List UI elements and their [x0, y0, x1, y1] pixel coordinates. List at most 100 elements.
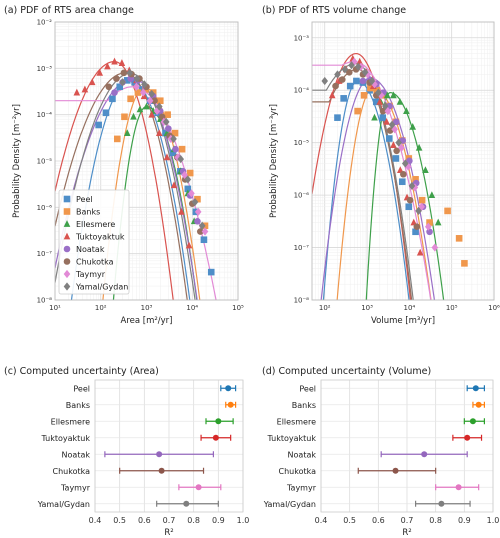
legend-box	[58, 189, 130, 295]
data-point	[382, 101, 389, 111]
data-point	[146, 96, 154, 105]
y-tick-label: 10⁻⁷	[294, 244, 310, 252]
data-point	[415, 143, 423, 151]
data-point	[111, 89, 118, 96]
data-point	[169, 149, 177, 157]
legend-label: Ellesmere	[76, 220, 115, 229]
data-point	[373, 86, 381, 94]
data-point	[434, 218, 442, 226]
plot-frame	[311, 21, 495, 301]
data-point	[372, 98, 380, 106]
y-axis-label: Probability Density [m⁻³yr]	[269, 104, 279, 218]
panel-c-area-uncertainty: (c) Computed uncertainty (Area) 0.4 0.5 0.6…	[4, 366, 249, 538]
x-tick-label: 0.5	[343, 516, 356, 525]
plot-frame	[320, 379, 494, 513]
data-point	[383, 91, 391, 99]
data-point	[96, 68, 104, 76]
data-point	[428, 191, 436, 199]
data-point	[390, 141, 397, 148]
y-tick-label: 10⁻⁷	[37, 250, 53, 258]
data-point	[186, 169, 194, 177]
data-point	[413, 223, 421, 230]
x-tick-label: 0.7	[401, 516, 414, 525]
y-axis-label: Probability Density [m⁻²yr]	[12, 104, 22, 218]
data-point	[398, 178, 406, 186]
category-label: Noatak	[62, 450, 91, 459]
fit-curve-peel	[322, 80, 410, 300]
data-point	[136, 105, 144, 113]
panel-title: (b) PDF of RTS volume change	[262, 5, 406, 16]
x-tick-label: 10⁶	[488, 304, 500, 312]
data-point	[388, 120, 396, 129]
fit-curve-banks	[336, 87, 432, 300]
data-point	[121, 113, 128, 121]
legend-label: Tuktoyaktuk	[75, 233, 125, 242]
legend-label: Taymyr	[75, 270, 106, 279]
data-point	[400, 170, 407, 178]
data-point	[184, 185, 192, 193]
panel-a-area-pdf: (a) PDF of RTS area change 10¹ 10² 10³ 10⁴ 10…	[4, 5, 244, 326]
r2-point	[158, 467, 165, 474]
plot-content	[55, 57, 217, 300]
category-label: Tuktoyaktuk	[40, 434, 90, 443]
data-point	[390, 91, 397, 99]
data-point	[184, 175, 192, 184]
data-point	[408, 181, 416, 190]
category-label: Tuktoyaktuk	[266, 434, 316, 443]
data-point	[332, 82, 339, 90]
data-point	[120, 69, 128, 77]
x-axis-label: R²	[402, 528, 411, 538]
data-point	[105, 83, 113, 91]
plot-frame	[54, 21, 239, 301]
x-tick-label: 0.5	[113, 516, 126, 525]
r2-point	[464, 434, 471, 441]
data-point	[95, 121, 102, 129]
x-tick-label: 0.8	[429, 516, 442, 525]
data-point	[123, 77, 131, 84]
data-point	[401, 159, 409, 168]
legend-marker	[63, 258, 71, 265]
series-yamal-gydan	[119, 68, 206, 230]
data-point	[384, 106, 392, 116]
legend-marker	[63, 208, 71, 215]
fit-curve-tuktoyaktuk	[55, 61, 174, 300]
x-axis-label: R²	[164, 528, 173, 538]
panel-title: (d) Computed uncertainty (Volume)	[262, 366, 431, 377]
data-point	[170, 134, 177, 143]
data-point	[334, 114, 341, 121]
x-tick-label: 10⁵	[446, 304, 458, 312]
data-point	[133, 74, 141, 83]
x-tick-label: 1.0	[237, 516, 250, 525]
y-tick-label: 10⁻³	[37, 65, 53, 73]
x-axis-label: Area [m²/yr]	[121, 316, 173, 326]
r2-point	[227, 401, 234, 408]
data-point	[165, 125, 172, 132]
data-point	[118, 59, 126, 66]
data-point	[412, 176, 419, 183]
data-point	[405, 203, 413, 211]
x-tick-label: 0.8	[187, 516, 200, 525]
category-label: Chukotka	[279, 467, 317, 476]
data-point	[328, 91, 336, 99]
x-tick-label: 0.4	[315, 516, 328, 525]
data-point	[194, 195, 201, 203]
data-point	[461, 260, 468, 267]
data-point	[178, 145, 186, 153]
r2-point	[392, 467, 399, 474]
y-tick-label: 10⁻⁶	[37, 204, 53, 212]
r2-point	[225, 385, 232, 392]
data-point	[361, 68, 369, 77]
data-point	[191, 197, 199, 207]
data-point	[148, 110, 156, 118]
data-point	[134, 89, 142, 96]
x-tick-label: 0.6	[138, 516, 151, 525]
data-point	[371, 113, 378, 121]
data-point	[392, 118, 400, 126]
data-point	[351, 57, 358, 66]
r2-point	[183, 500, 190, 507]
data-point	[155, 129, 163, 137]
data-point	[426, 219, 433, 226]
r2-point	[475, 401, 482, 408]
x-tick-label: 10²	[319, 304, 331, 312]
series-yamal-gydan	[321, 61, 422, 216]
